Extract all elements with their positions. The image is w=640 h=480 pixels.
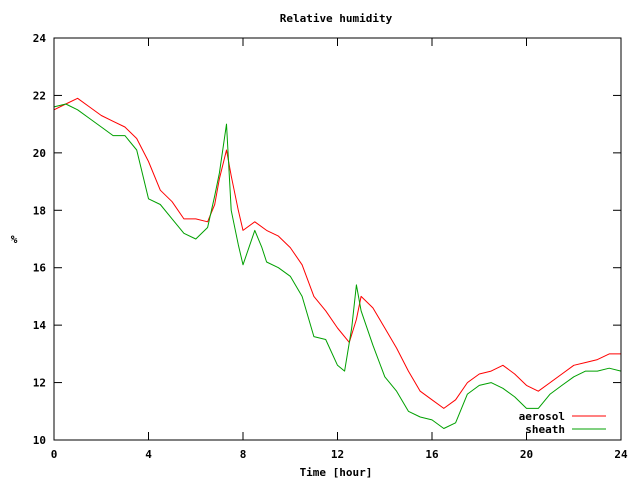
y-tick-label-12: 12: [33, 377, 46, 390]
chart-title: Relative humidity: [280, 12, 393, 25]
x-tick-label-12: 12: [331, 448, 344, 461]
series-layer: [53, 97, 622, 429]
y-tick-label-18: 18: [33, 204, 46, 217]
series-line-aerosol: [53, 97, 621, 409]
x-tick-label-16: 16: [425, 448, 439, 461]
x-tick-label-8: 8: [240, 448, 247, 461]
x-tick-label-24: 24: [614, 448, 628, 461]
y-tick-label-24: 24: [33, 32, 47, 45]
x-tick-label-4: 4: [145, 448, 152, 461]
axis-ticks: 0 4 8 12 16 20 24 10 12 14 16 18 20 22 24: [33, 32, 628, 461]
y-tick-label-10: 10: [33, 434, 46, 447]
y-tick-label-16: 16: [33, 262, 47, 275]
legend-label-aerosol: aerosol: [519, 410, 565, 423]
x-tick-label-0: 0: [51, 448, 58, 461]
plot-frame: [53, 37, 622, 441]
y-tick-label-22: 22: [33, 89, 46, 102]
y-axis-label: %: [11, 233, 18, 246]
x-tick-label-20: 20: [520, 448, 533, 461]
x-axis-label: Time [hour]: [300, 466, 373, 479]
legend-label-sheath: sheath: [525, 423, 565, 436]
y-tick-label-14: 14: [33, 319, 47, 332]
y-tick-label-20: 20: [33, 147, 46, 160]
legend: aerosol sheath: [519, 410, 606, 436]
series-line-sheath: [53, 103, 622, 429]
